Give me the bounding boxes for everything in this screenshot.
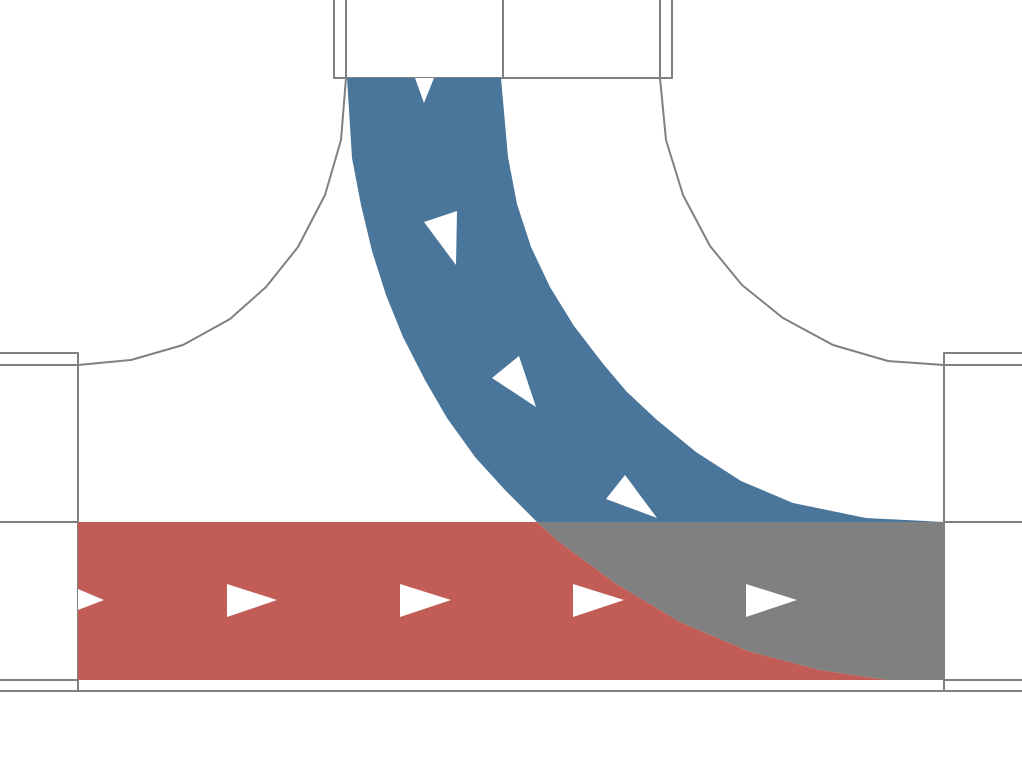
through-arrow-1 [78, 589, 104, 610]
merge-arrow-1 [746, 584, 797, 617]
turn-arrow-2 [424, 211, 457, 265]
turn-arrow-4 [606, 475, 657, 518]
through-arrow-3 [400, 584, 451, 617]
road-outline [0, 0, 1022, 692]
merge-zone-band [537, 522, 944, 680]
turning-lane-arrows [415, 78, 657, 518]
turn-arrow-1 [415, 78, 434, 103]
merge-zone-arrows [746, 584, 797, 617]
curb-top-right [659, 77, 945, 366]
through-arrow-4 [573, 584, 624, 617]
through-arrow-2 [227, 584, 277, 617]
turn-arrow-3 [492, 356, 536, 407]
through-lane-band [78, 522, 888, 680]
turning-lane-band [347, 78, 944, 522]
through-lane-arrows [78, 584, 624, 617]
curb-top-left [77, 77, 347, 366]
